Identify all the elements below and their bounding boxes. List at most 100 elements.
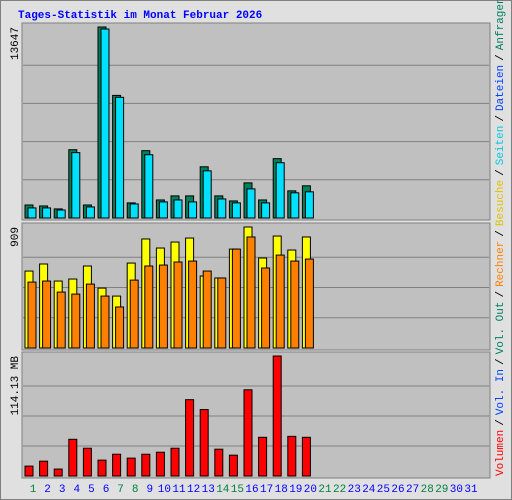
x-tick-label: 30 <box>450 484 463 496</box>
x-tick-label: 15 <box>231 484 244 496</box>
chart-title: Tages-Statistik im Monat Februar 2026 <box>18 10 262 22</box>
bar <box>115 306 125 349</box>
bar <box>126 457 136 477</box>
x-tick-label: 2 <box>44 484 51 496</box>
legend-entry: Volumen <box>495 430 507 476</box>
bar <box>144 154 154 219</box>
bar <box>287 435 297 477</box>
x-tick-label: 20 <box>304 484 317 496</box>
x-tick-label: 29 <box>435 484 448 496</box>
bar <box>27 281 37 349</box>
bar <box>202 170 212 219</box>
bar <box>100 28 110 219</box>
panel <box>21 222 491 351</box>
bar <box>290 192 300 219</box>
bar <box>53 468 63 477</box>
legend-separator: / <box>495 115 507 122</box>
legend-separator: / <box>495 419 507 426</box>
legend-entry: Seiten <box>495 126 507 166</box>
bar <box>115 96 125 219</box>
bar <box>261 267 271 349</box>
x-tick-label: 31 <box>464 484 478 496</box>
bar <box>141 453 151 477</box>
y-tick-label: 13647 <box>10 27 22 60</box>
bar <box>85 206 95 219</box>
legend-separator: / <box>495 230 507 237</box>
bar <box>42 280 52 349</box>
x-tick-label: 21 <box>318 484 332 496</box>
bar <box>246 236 256 349</box>
x-tick-label: 22 <box>333 484 346 496</box>
x-tick-label: 14 <box>216 484 230 496</box>
bar <box>68 438 78 477</box>
bar <box>301 436 311 477</box>
bar <box>39 460 49 477</box>
legend-entry: Vol. Out <box>495 302 507 355</box>
bar <box>243 389 253 477</box>
bar <box>304 258 314 349</box>
bar <box>272 355 282 477</box>
x-tick-label: 11 <box>172 484 186 496</box>
bar <box>144 265 154 349</box>
bar <box>158 201 168 219</box>
bar <box>231 202 241 219</box>
bar <box>304 191 314 219</box>
bar <box>129 279 139 349</box>
x-tick-label: 17 <box>260 484 273 496</box>
bar <box>42 207 52 219</box>
x-tick-label: 25 <box>377 484 390 496</box>
bar <box>27 207 37 219</box>
panel <box>21 22 491 221</box>
x-tick-label: 28 <box>421 484 434 496</box>
bar <box>199 409 209 477</box>
bar <box>261 202 271 219</box>
bar <box>188 201 198 219</box>
bar <box>56 209 66 219</box>
x-tick-label: 7 <box>117 484 124 496</box>
bar <box>85 283 95 349</box>
bar <box>82 447 92 477</box>
bar <box>275 254 285 349</box>
x-tick-label: 19 <box>289 484 302 496</box>
bar <box>258 436 268 477</box>
bar <box>202 270 212 349</box>
bar <box>155 451 165 477</box>
bar <box>71 293 81 349</box>
legend-separator: / <box>495 54 507 61</box>
x-tick-label: 16 <box>245 484 258 496</box>
legend-separator: / <box>495 169 507 176</box>
x-tick-label: 3 <box>59 484 66 496</box>
bar <box>275 162 285 219</box>
legend-entry: Besuche <box>495 180 507 226</box>
x-tick-label: 1 <box>30 484 37 496</box>
bar <box>231 248 241 349</box>
legend: Volumen / Vol. In / Vol. Out / Rechner / Besuche… <box>495 0 507 476</box>
bar <box>290 260 300 349</box>
x-tick-label: 9 <box>146 484 153 496</box>
x-tick-label: 26 <box>391 484 404 496</box>
bar <box>71 152 81 219</box>
legend-entry: Dateien <box>495 65 507 111</box>
x-tick-label: 23 <box>348 484 361 496</box>
x-tick-label: 10 <box>158 484 171 496</box>
bar <box>129 203 139 219</box>
bar <box>170 447 180 477</box>
x-tick-label: 24 <box>362 484 376 496</box>
x-tick-label: 5 <box>88 484 95 496</box>
bar <box>112 453 122 477</box>
x-tick-label: 27 <box>406 484 419 496</box>
legend-entry: Vol. In <box>495 369 507 415</box>
bar <box>188 260 198 349</box>
legend-entry: Rechner <box>495 241 507 287</box>
x-tick-label: 18 <box>275 484 288 496</box>
bar <box>217 277 227 349</box>
legend-separator: / <box>495 291 507 298</box>
legend-entry: Anfragen <box>495 0 507 50</box>
bar <box>97 459 107 477</box>
bar <box>173 199 183 219</box>
bar <box>100 295 110 349</box>
legend-separator: / <box>495 358 507 365</box>
x-tick-label: 8 <box>132 484 139 496</box>
bar <box>217 198 227 219</box>
